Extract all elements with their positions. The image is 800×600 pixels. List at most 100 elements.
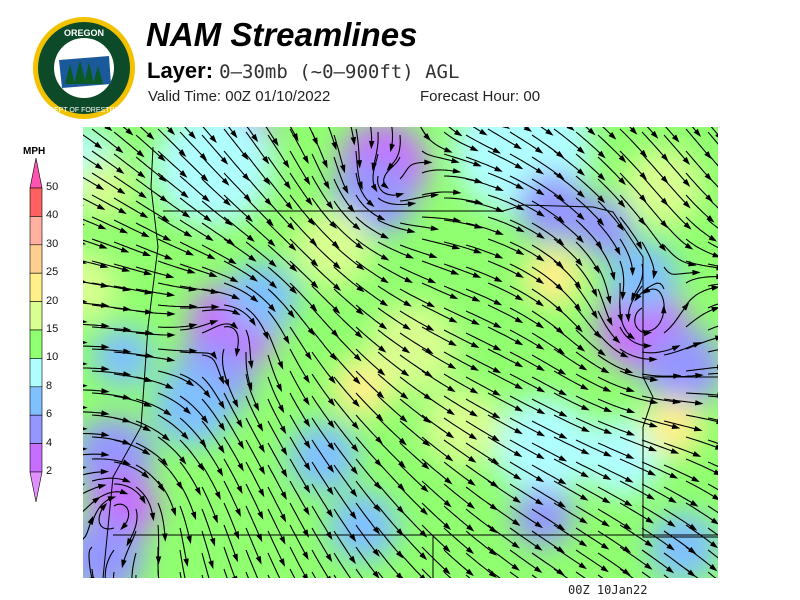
streamline: [267, 486, 285, 519]
streamline-arrow: [711, 306, 718, 313]
streamline-arrow: [303, 484, 311, 494]
streamline-arrow: [122, 476, 131, 483]
streamline-arrow: [511, 541, 521, 549]
streamline-arrow: [101, 410, 110, 416]
streamline: [265, 127, 277, 143]
streamline-arrow: [469, 410, 478, 417]
streamline: [91, 326, 127, 331]
streamline: [665, 127, 677, 140]
streamline: [289, 194, 313, 223]
streamline: [113, 439, 147, 454]
streamline: [267, 288, 293, 315]
streamline-arrow: [205, 234, 214, 242]
streamline: [355, 458, 379, 487]
streamline: [553, 238, 581, 264]
streamline-arrow: [355, 307, 364, 316]
streamline: [355, 326, 383, 351]
streamline: [685, 568, 699, 578]
streamline: [139, 127, 152, 137]
streamline: [355, 480, 379, 509]
streamline: [685, 216, 714, 240]
streamline-arrow: [216, 468, 224, 477]
streamline-arrow: [523, 127, 533, 132]
layer-label: Layer:: [147, 58, 214, 83]
streamline: [399, 288, 432, 306]
streamline: [179, 527, 188, 563]
streamline-arrow: [310, 259, 319, 267]
streamline: [509, 505, 540, 526]
streamline: [201, 288, 237, 299]
streamline-arrow: [514, 338, 524, 346]
streamline: [641, 417, 676, 428]
streamline-arrow: [689, 500, 699, 507]
streamline: [383, 156, 401, 187]
streamline: [289, 326, 310, 357]
streamline-arrow: [125, 128, 134, 136]
streamline: [685, 128, 710, 157]
streamline: [443, 241, 478, 253]
streamline: [531, 398, 564, 416]
streamline: [663, 442, 698, 456]
streamline-arrow: [623, 523, 632, 530]
streamline-arrow: [511, 563, 520, 571]
streamline-arrow: [535, 299, 544, 307]
legend-label: 8: [46, 379, 53, 392]
streamline: [421, 414, 451, 437]
streamline: [509, 197, 542, 215]
streamline: [597, 552, 628, 574]
streamline-arrow: [246, 234, 255, 243]
streamline-arrow: [211, 304, 220, 310]
streamline: [487, 458, 518, 479]
streamline: [443, 131, 475, 150]
streamline-arrow: [231, 293, 241, 300]
streamline: [311, 439, 332, 470]
streamline: [575, 197, 602, 223]
streamline-arrow: [372, 548, 380, 557]
streamline-arrow: [430, 192, 440, 199]
streamline: [245, 241, 274, 265]
streamline: [333, 398, 357, 427]
streamline-arrow: [355, 242, 364, 250]
streamline: [157, 172, 186, 196]
streamline-arrow: [445, 454, 454, 462]
streamline: [267, 398, 285, 431]
streamline: [421, 169, 457, 174]
streamline-arrow: [167, 332, 176, 338]
streamline-arrow: [579, 517, 588, 524]
streamline-arrow: [401, 346, 411, 354]
streamline: [641, 346, 677, 354]
streamline-arrow: [626, 430, 635, 436]
streamline-arrow: [119, 488, 129, 495]
streamline-arrow: [603, 450, 613, 457]
streamline-arrow: [258, 488, 265, 498]
streamline-arrow: [601, 519, 610, 527]
streamline-arrow: [237, 462, 244, 472]
streamline: [128, 508, 138, 543]
streamline-arrow: [495, 206, 505, 213]
streamline: [443, 373, 475, 392]
streamline: [509, 439, 541, 458]
streamline-arrow: [302, 155, 309, 165]
streamline-arrow: [380, 254, 390, 261]
streamline-arrow: [97, 223, 107, 230]
streamline-arrow: [447, 362, 457, 370]
streamline: [619, 392, 654, 403]
streamline-arrow: [279, 425, 287, 435]
streamline: [487, 282, 520, 299]
streamline: [157, 436, 184, 462]
streamline-arrow: [713, 469, 718, 476]
streamline-arrow: [83, 427, 88, 431]
streamline: [553, 458, 586, 476]
streamline-arrow: [303, 374, 310, 384]
streamline: [91, 172, 122, 193]
streamline: [131, 552, 137, 578]
streamline: [311, 373, 333, 403]
streamline-arrow: [351, 421, 360, 430]
streamline: [465, 552, 494, 576]
streamline-arrow: [534, 543, 543, 551]
streamline-arrow: [188, 131, 197, 140]
streamline: [83, 260, 105, 267]
streamline: [184, 127, 194, 137]
streamline: [333, 508, 354, 539]
streamline-arrow: [258, 466, 265, 475]
